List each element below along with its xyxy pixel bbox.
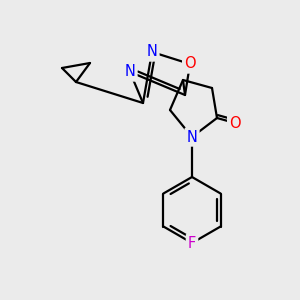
Text: O: O xyxy=(229,116,241,130)
Text: N: N xyxy=(147,44,158,59)
Text: F: F xyxy=(188,236,196,250)
Text: N: N xyxy=(187,130,197,145)
Text: N: N xyxy=(124,64,135,80)
Text: O: O xyxy=(184,56,196,71)
